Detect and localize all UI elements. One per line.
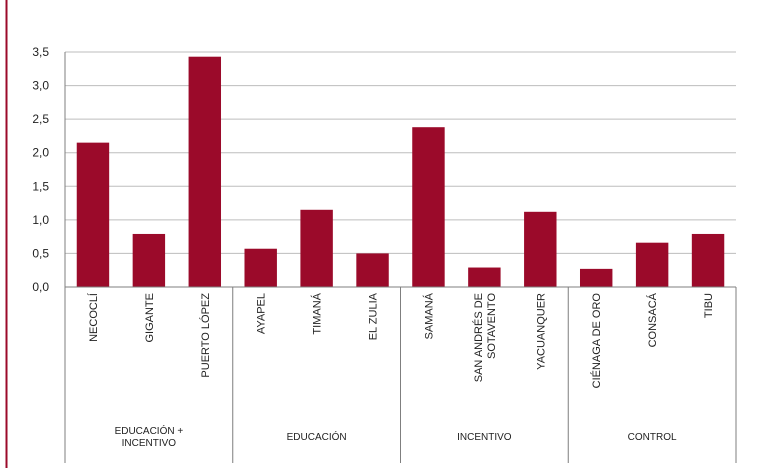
bar [188,56,222,288]
bars [76,56,725,288]
y-tick-label: 3,0 [32,79,49,93]
bar [468,267,501,287]
x-axis-labels: NECOCLÍ GIGANTE PUERTO LÓPEZ AYAPEL TIMANÁ EL… [87,292,715,449]
bar [691,233,725,287]
bar [76,142,110,287]
category-label: CIÉNAGA DE ORO [590,293,603,389]
category-label: EL ZULIA [368,292,380,340]
bar [300,209,333,287]
bar [524,211,557,287]
category-label: TIBU [703,293,715,318]
bar [412,127,445,287]
y-tick-label: 1,0 [32,213,49,227]
group-label: EDUCACIÓN + [115,424,184,437]
bar [244,248,277,287]
category-label: NECOCLÍ [87,292,100,342]
category-label: SAN ANDRÉS DE [472,293,485,382]
group-label: INCENTIVO [122,438,177,449]
y-tick-label: 0,5 [32,246,49,260]
category-label: AYAPEL [256,293,268,334]
category-label: PUERTO LÓPEZ [199,293,212,378]
y-tick-label: 2,0 [32,146,49,160]
group-label: INCENTIVO [457,432,512,443]
y-tick-label: 2,5 [32,112,49,126]
bar [356,253,389,287]
group-label: CONTROL [628,432,677,443]
gridlines [65,51,736,254]
category-label: YACUANQUER [535,293,547,370]
category-label: TIMANÁ [311,292,324,334]
category-label: SOTAVENTO [486,293,498,359]
y-tick-label: 0,0 [32,280,49,294]
y-tick-label: 3,5 [32,45,49,59]
category-label: SAMANÁ [422,292,435,339]
category-label: GIGANTE [144,293,156,343]
group-label: EDUCACIÓN [287,430,347,443]
category-label: CONSACÁ [646,292,659,347]
bar [635,242,669,287]
bar [579,268,613,287]
axes [64,52,737,463]
bar [132,233,166,287]
y-axis-ticks: 0,0 0,5 1,0 1,5 2,0 2,5 3,0 3,5 [32,45,49,294]
y-tick-label: 1,5 [32,179,49,193]
